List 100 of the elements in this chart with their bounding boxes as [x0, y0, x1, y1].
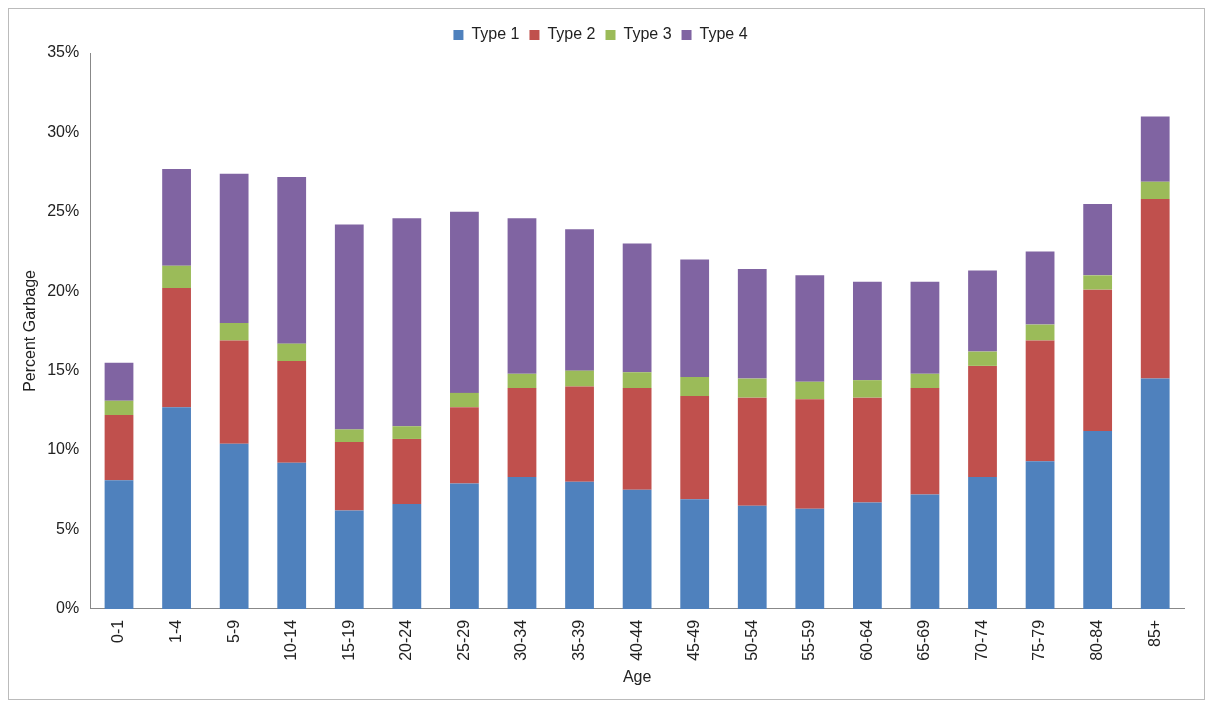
y-tick-label: 20% — [47, 281, 80, 299]
legend-label: Type 3 — [623, 25, 672, 43]
bar — [1083, 203, 1113, 276]
x-tick-label: 65-69 — [915, 619, 933, 661]
bar — [277, 176, 307, 344]
x-tick-label: 5-9 — [224, 619, 242, 643]
x-tick-label: 20-24 — [397, 619, 415, 661]
y-tick-label: 15% — [47, 361, 80, 379]
bar — [104, 415, 134, 481]
bar — [795, 399, 825, 509]
bar — [104, 400, 134, 416]
bar — [910, 388, 940, 495]
bar — [1140, 199, 1170, 379]
bar — [1025, 324, 1055, 341]
legend-label: Type 1 — [471, 25, 520, 43]
bar — [910, 494, 940, 609]
y-tick-label: 30% — [47, 122, 80, 140]
bar — [1140, 116, 1170, 182]
bar — [1140, 181, 1170, 200]
bar — [277, 462, 307, 609]
x-tick-label: 15-19 — [339, 619, 357, 661]
bar — [680, 259, 710, 377]
bar — [162, 288, 191, 408]
bar — [968, 270, 997, 352]
x-tick-label: 45-49 — [685, 619, 703, 661]
bar — [795, 381, 825, 400]
y-tick-label: 5% — [56, 519, 80, 537]
bar — [1025, 461, 1055, 609]
bar — [104, 362, 134, 401]
bar — [334, 224, 364, 430]
bar — [392, 504, 422, 609]
bar — [680, 396, 710, 500]
bar — [680, 499, 710, 609]
bar — [507, 477, 537, 609]
x-tick-label: 60-64 — [857, 619, 875, 661]
x-axis-title: Age — [622, 667, 652, 685]
bar — [334, 429, 364, 443]
bar — [852, 281, 882, 381]
x-tick-label: 55-59 — [800, 619, 818, 661]
x-tick-label: 35-39 — [569, 619, 587, 661]
bar — [277, 343, 307, 362]
y-tick-label: 35% — [47, 43, 80, 61]
bar — [219, 323, 249, 341]
x-tick-label: 1-4 — [166, 619, 184, 643]
bar — [450, 211, 479, 393]
y-axis-title: Percent Garbage — [21, 269, 39, 392]
bar — [622, 388, 652, 490]
bar — [334, 442, 364, 511]
bar — [565, 229, 594, 371]
bar — [852, 502, 882, 609]
bar — [104, 480, 134, 609]
x-tick-label: 40-44 — [627, 619, 645, 661]
legend-label: Type 4 — [699, 25, 748, 43]
bar — [392, 218, 422, 427]
bar — [968, 365, 997, 478]
bar — [450, 407, 479, 484]
bar — [219, 443, 249, 609]
bar — [968, 351, 997, 366]
bar — [392, 426, 422, 439]
bar — [277, 361, 307, 463]
bar — [968, 477, 997, 609]
bar — [737, 505, 767, 609]
bar — [507, 373, 537, 389]
x-tick-label: 75-79 — [1030, 619, 1048, 661]
bar — [507, 218, 537, 374]
x-tick-label: 10-14 — [282, 619, 300, 661]
bar — [219, 173, 249, 323]
bar — [1025, 340, 1055, 462]
bar — [910, 373, 940, 389]
bar — [795, 508, 825, 609]
bar — [795, 275, 825, 382]
x-tick-label: 50-54 — [742, 619, 760, 661]
x-tick-label: 70-74 — [972, 619, 990, 661]
bar — [622, 243, 652, 373]
legend-label: Type 2 — [547, 25, 596, 43]
bar — [1025, 251, 1055, 325]
bar — [1140, 378, 1170, 609]
bar — [1083, 275, 1113, 290]
bar — [622, 489, 652, 609]
bar — [162, 407, 191, 609]
x-tick-label: 80-84 — [1088, 619, 1106, 661]
bar — [737, 269, 767, 379]
bar — [565, 481, 594, 609]
bar — [162, 265, 191, 289]
y-tick-label: 25% — [47, 202, 80, 220]
bar — [450, 483, 479, 609]
bar — [1083, 431, 1113, 609]
bar — [680, 377, 710, 397]
x-tick-label: 85+ — [1145, 619, 1163, 648]
bar — [507, 388, 537, 478]
x-tick-label: 0-1 — [109, 619, 127, 643]
bar — [565, 370, 594, 387]
bar — [392, 438, 422, 505]
y-tick-label: 0% — [56, 599, 80, 617]
bar — [737, 397, 767, 506]
bar — [334, 510, 364, 609]
bar — [737, 378, 767, 398]
bar — [162, 168, 191, 266]
bar — [852, 380, 882, 398]
bar — [219, 340, 249, 444]
